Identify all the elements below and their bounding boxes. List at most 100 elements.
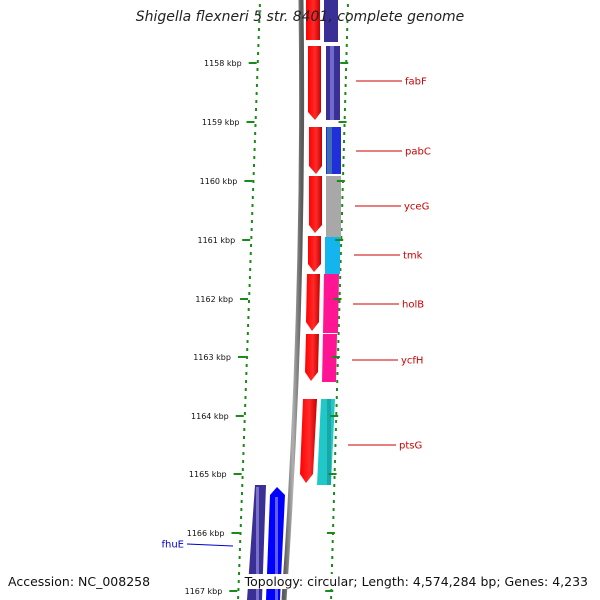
ring-dot xyxy=(246,332,249,335)
ring-dot xyxy=(340,212,343,215)
ring-dot xyxy=(242,460,245,463)
gene-label-fabF[interactable]: fabF xyxy=(405,77,427,88)
major-tick xyxy=(328,473,337,475)
holB-feature xyxy=(323,274,339,333)
ring-dot xyxy=(255,108,258,111)
ring-dot xyxy=(256,60,259,63)
ring-dot xyxy=(239,532,242,535)
ring-dot xyxy=(332,524,335,527)
major-tick xyxy=(231,532,240,534)
ring-dot xyxy=(253,156,256,159)
ring-dot xyxy=(331,548,334,551)
major-tick xyxy=(325,590,334,592)
ring-dot xyxy=(242,452,245,455)
major-tick xyxy=(330,415,339,417)
gene-label-ptsG[interactable]: ptsG xyxy=(399,441,422,452)
ring-dot xyxy=(345,68,348,71)
gene-label-yceG[interactable]: yceG xyxy=(404,202,429,213)
major-tick xyxy=(248,62,257,64)
ring-dot xyxy=(248,284,251,287)
ptsG-feature xyxy=(317,399,335,485)
ring-dot xyxy=(345,44,348,47)
major-tick xyxy=(233,473,242,475)
major-tick xyxy=(326,532,335,534)
ring-dot xyxy=(240,500,243,503)
ring-dot xyxy=(258,4,261,7)
ring-dot xyxy=(252,172,255,175)
gene-label-fhuE[interactable]: fhuE xyxy=(161,540,184,551)
gene-label-pabC[interactable]: pabC xyxy=(405,147,431,158)
ring-dot xyxy=(335,420,338,423)
cds-arrow xyxy=(306,274,320,331)
ring-dot xyxy=(248,276,251,279)
ring-dot xyxy=(333,476,336,479)
ring-dot xyxy=(346,12,349,15)
ring-dot xyxy=(344,76,347,79)
major-tick xyxy=(340,62,349,64)
cds-arrow xyxy=(300,399,317,483)
tick-label: 1165 kbp xyxy=(189,470,227,479)
ring-dot xyxy=(241,476,244,479)
gene-label-tmk[interactable]: tmk xyxy=(403,251,423,262)
ring-dot xyxy=(246,340,249,343)
ring-dot xyxy=(334,436,337,439)
outer-ring-dots xyxy=(237,4,349,599)
fhuE-feature-highlight xyxy=(275,497,278,600)
ring-dot xyxy=(342,172,345,175)
major-tick xyxy=(237,356,246,358)
ring-dot xyxy=(340,244,343,247)
ring-dot xyxy=(342,156,345,159)
ring-dot xyxy=(254,132,257,135)
ring-dot xyxy=(343,140,346,143)
ring-dot xyxy=(255,100,258,103)
ring-dot xyxy=(238,572,241,575)
ring-dot xyxy=(344,92,347,95)
ring-dot xyxy=(248,300,250,303)
ring-dot xyxy=(339,260,342,263)
ring-dot xyxy=(334,452,337,455)
ring-dot xyxy=(251,212,254,215)
ring-dot xyxy=(344,84,347,87)
ring-dot xyxy=(331,556,334,559)
ring-dot xyxy=(345,60,348,63)
ring-dot xyxy=(253,148,256,151)
ring-dot xyxy=(335,404,338,407)
ring-dot xyxy=(332,500,335,503)
ring-dot xyxy=(256,76,259,79)
ring-dot xyxy=(237,580,240,583)
ring-dot xyxy=(249,260,252,263)
gene-label-holB[interactable]: holB xyxy=(402,300,424,311)
ring-dot xyxy=(254,124,257,127)
ring-dot xyxy=(346,20,349,23)
ring-dot xyxy=(343,124,346,127)
ring-dot xyxy=(333,460,336,463)
ring-dot xyxy=(256,68,259,71)
ring-dot xyxy=(252,188,255,191)
ring-dot xyxy=(247,316,250,319)
ring-dot xyxy=(346,4,349,7)
tick-label: 1163 kbp xyxy=(193,353,231,362)
ring-dot xyxy=(337,324,340,327)
ring-dot xyxy=(340,236,343,239)
ring-dot xyxy=(343,132,346,135)
ring-dot xyxy=(248,292,251,295)
ring-dot xyxy=(238,548,241,551)
ring-dot xyxy=(246,348,249,351)
ptsG-feature-shade xyxy=(327,399,331,485)
major-tick xyxy=(338,121,347,123)
ring-dot xyxy=(338,292,341,295)
major-tick xyxy=(244,180,253,182)
ring-dot xyxy=(340,228,343,231)
accession-text: Accession: NC_008258 xyxy=(8,574,151,589)
ring-dot xyxy=(243,420,246,423)
ring-dot xyxy=(330,588,333,591)
ycfH-feature xyxy=(322,334,337,382)
ring-dot xyxy=(245,356,248,359)
ring-dot xyxy=(336,364,339,367)
ring-dot xyxy=(339,268,342,271)
major-tick xyxy=(229,590,238,592)
ring-dot xyxy=(339,252,342,255)
tick-label: 1162 kbp xyxy=(195,295,233,304)
ring-dot xyxy=(244,388,247,391)
gene-label-ycfH[interactable]: ycfH xyxy=(401,356,423,367)
